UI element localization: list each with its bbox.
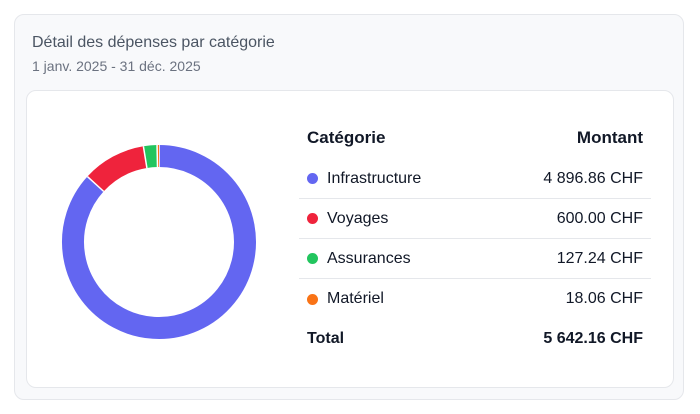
category-label: Matériel [327,290,384,307]
expense-breakdown-card: Détail des dépenses par catégorie 1 janv… [14,14,684,400]
donut-separator [86,175,105,192]
legend-dot-icon [307,213,318,224]
category-amount: 127.24 CHF [556,249,643,267]
table-row-infrastructure: Infrastructure 4 896.86 CHF [299,159,651,199]
category-table: Catégorie Montant Infrastructure 4 896.8… [299,117,651,359]
table-total-row: Total 5 642.16 CHF [299,319,651,359]
donut-slice-2 [143,145,158,169]
total-amount: 5 642.16 CHF [543,330,643,347]
category-label: Assurances [327,249,411,267]
donut-separator [142,146,148,169]
donut-slice-1 [87,146,148,192]
donut-slice-0 [62,145,256,339]
legend-dot-icon [307,293,318,305]
total-label: Total [307,330,345,347]
category-label: Voyages [327,209,389,227]
breakdown-panel: Catégorie Montant Infrastructure 4 896.8… [26,90,674,388]
category-amount: 600.00 CHF [556,209,643,227]
category-donut-chart [62,145,256,339]
date-range: 1 janv. 2025 - 31 déc. 2025 [32,58,201,74]
card-title: Détail des dépenses par catégorie [32,34,275,51]
table-header: Catégorie Montant [299,117,651,159]
table-row-materiel: Matériel 18.06 CHF [299,279,651,319]
legend-dot-icon [307,173,318,184]
table-row-voyages: Voyages 600.00 CHF [299,199,651,239]
table-row-assurances: Assurances 127.24 CHF [299,239,651,279]
column-header-amount: Montant [576,128,643,147]
legend-dot-icon [307,253,318,264]
category-amount: 18.06 CHF [565,290,643,307]
category-label: Infrastructure [327,169,422,187]
category-amount: 4 896.86 CHF [543,169,643,187]
column-header-category: Catégorie [307,128,386,147]
